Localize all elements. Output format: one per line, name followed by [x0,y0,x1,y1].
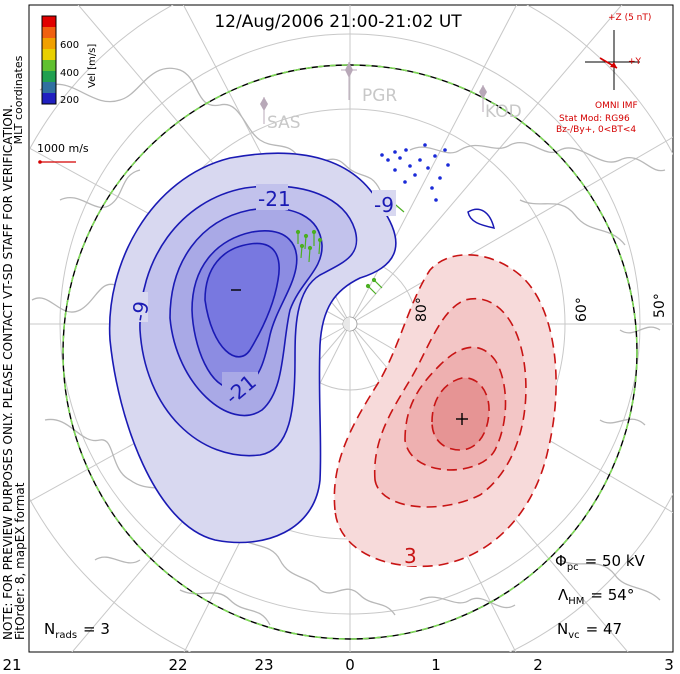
velocity-colorbar: 600 400 200 Vel [m/s] [41,15,98,106]
mlt-label: 1 [431,656,441,674]
svg-text:KOD: KOD [485,102,522,122]
mlt-label: 3 [664,656,674,674]
svg-text:Stat Mod: RG96: Stat Mod: RG96 [559,114,630,124]
mlt-label: 2 [533,656,543,674]
contour-label: 3 [404,544,417,568]
latitude-label: 50° [652,293,668,318]
colorbar-tick: 400 [60,68,79,79]
svg-text:OMNI IMF: OMNI IMF [595,101,638,111]
svg-text:PGR: PGR [362,86,397,106]
station-sas: SAS [260,97,301,133]
pole-marker [342,316,358,332]
station-pgr: PGR [341,62,397,106]
svg-text:1000 m/s: 1000 m/s [37,142,89,155]
phi-pc-stat: Φpc = 50 kV [555,552,646,573]
mlt-label: 0 [345,656,355,674]
mlt-label: 21 [2,656,21,674]
n-vc-stat: Nvc = 47 [557,620,622,641]
svg-text:SAS: SAS [267,113,301,133]
colorbar-tick: 200 [60,95,79,106]
lambda-hm-stat: ΛHM = 54° [558,586,634,607]
map-title: 12/Aug/2006 21:00-21:02 UT [214,12,462,32]
mlt-axis: 21 22 23 0 1 2 3 [2,656,673,674]
contour-label: -9 [127,299,154,323]
velocity-scale: 1000 m/s [37,142,89,164]
coordinates-label: MLT coordinates [12,55,25,144]
svg-text:Bz-/By+, 0<BT<4: Bz-/By+, 0<BT<4 [556,125,636,135]
negative-convection-cell [108,152,496,544]
latitude-label: 60° [574,297,590,322]
fit-info: FitOrder: 8, mapEX format [13,482,27,640]
colorbar-unit-label: Vel [m/s] [87,44,98,88]
n-rads-stat: Nrads = 3 [44,620,110,641]
mlt-label: 22 [168,656,187,674]
svg-text:+Z (5 nT): +Z (5 nT) [608,13,651,23]
radar-stations: PGR SAS KOD [260,62,522,133]
contour-label: -9 [374,193,394,217]
contour-label: -21 [258,187,291,211]
mlt-label: 23 [254,656,273,674]
contour-labels: -21 -9 -9 -21 3 [120,184,422,568]
latitude-labels: 80° 60° 50° [414,293,668,322]
positive-convection-cell [333,253,557,568]
latitude-label: 80° [414,297,430,322]
map-statistics: Φpc = 50 kV ΛHM = 54° Nvc = 47 Nrads = 3 [44,552,646,641]
station-kod: KOD [479,85,522,122]
imf-indicator: +Z (5 nT) +Y OMNI IMF Stat Mod: RG96 Bz-… [556,13,651,135]
svg-text:+Y: +Y [628,57,642,67]
colorbar-tick: 600 [60,40,79,51]
preview-notice: NOTE: FOR PREVIEW PURPOSES ONLY. PLEASE … [1,104,15,640]
